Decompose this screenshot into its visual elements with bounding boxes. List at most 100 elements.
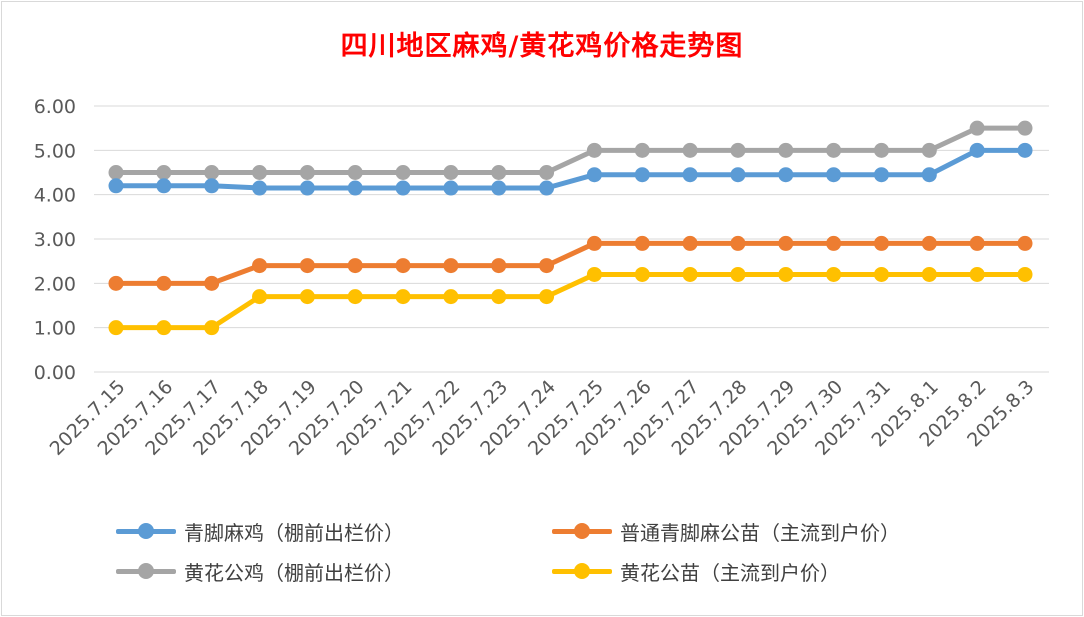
legend-label: 黄花公苗（主流到户价） [620,560,840,585]
chart-title: 四川地区麻鸡/黄花鸡价格走势图 [340,31,744,62]
series-2 [108,235,1033,291]
series-line [113,147,1028,191]
data-point [395,289,411,305]
data-point [252,180,268,196]
legend-item-series-2[interactable]: 普通青脚麻公苗（主流到户价） [552,516,900,546]
data-point [730,235,746,251]
y-tick-label: 6.00 [34,96,76,118]
legend-label: 普通青脚麻公苗（主流到户价） [620,520,900,545]
y-tick-label: 2.00 [34,273,76,295]
legend-marker [138,523,154,539]
data-point [969,120,985,136]
data-point [586,235,602,251]
series-4 [108,266,1033,336]
data-point [969,266,985,282]
y-tick-label: 3.00 [34,229,76,251]
data-point [826,167,842,183]
data-point [826,235,842,251]
legend-marker [138,563,154,579]
data-point [252,258,268,274]
data-point [204,165,220,180]
y-tick-label: 5.00 [34,140,76,162]
data-point [539,180,555,196]
data-point [921,167,937,183]
data-point [873,167,889,183]
y-axis-ticks: 0.00 1.00 2.00 3.00 4.00 5.00 6.00 [34,96,76,384]
data-point [634,142,650,158]
data-point [682,142,698,158]
data-point [156,275,172,291]
legend-marker [574,563,590,579]
data-point [682,167,698,183]
data-point [634,167,650,183]
data-point [539,289,555,305]
series-line [113,240,1028,286]
data-point [443,165,459,180]
data-point [921,142,937,158]
series-layer [108,120,1033,336]
data-point [204,320,220,336]
data-point [778,235,794,251]
data-point [539,258,555,274]
data-point [826,142,842,158]
data-point [347,180,363,196]
data-point [921,235,937,251]
data-point [108,320,124,336]
data-point [778,266,794,282]
series-1 [108,142,1033,196]
y-tick-label: 1.00 [34,318,76,340]
data-point [252,165,268,180]
legend-item-series-1[interactable]: 青脚麻鸡（棚前出栏价） [116,516,404,546]
data-point [873,266,889,282]
data-point [156,165,172,180]
data-point [586,167,602,183]
data-point [347,289,363,305]
legend-item-series-4[interactable]: 黄花公苗（主流到户价） [552,556,840,586]
legend-swatch [552,521,612,541]
data-point [730,167,746,183]
data-point [347,165,363,180]
data-point [108,275,124,291]
data-point [539,165,555,180]
data-point [347,258,363,274]
data-point [969,142,985,158]
data-point [682,266,698,282]
data-point [443,258,459,274]
data-point [634,266,650,282]
data-point [873,142,889,158]
data-point [252,289,268,305]
data-point [634,235,650,251]
data-point [682,235,698,251]
data-point [395,165,411,180]
legend-label: 青脚麻鸡（棚前出栏价） [184,520,404,545]
data-point [299,258,315,274]
data-point [969,235,985,251]
data-point [443,180,459,196]
data-point [491,180,507,196]
data-point [778,142,794,158]
data-point [204,178,220,194]
series-3 [108,120,1033,180]
data-point [299,165,315,180]
series-line [113,125,1028,175]
legend-swatch [552,561,612,581]
legend-swatch [116,521,176,541]
data-point [826,266,842,282]
data-point [204,275,220,291]
data-point [1017,142,1033,158]
data-point [778,167,794,183]
data-point [395,180,411,196]
legend-label: 黄花公鸡（棚前出栏价） [184,560,404,585]
data-point [730,142,746,158]
data-point [873,235,889,251]
data-point [395,258,411,274]
legend-item-series-3[interactable]: 黄花公鸡（棚前出栏价） [116,556,404,586]
data-point [1017,235,1033,251]
data-point [586,142,602,158]
data-point [730,266,746,282]
data-point [156,178,172,194]
series-line [113,271,1028,331]
